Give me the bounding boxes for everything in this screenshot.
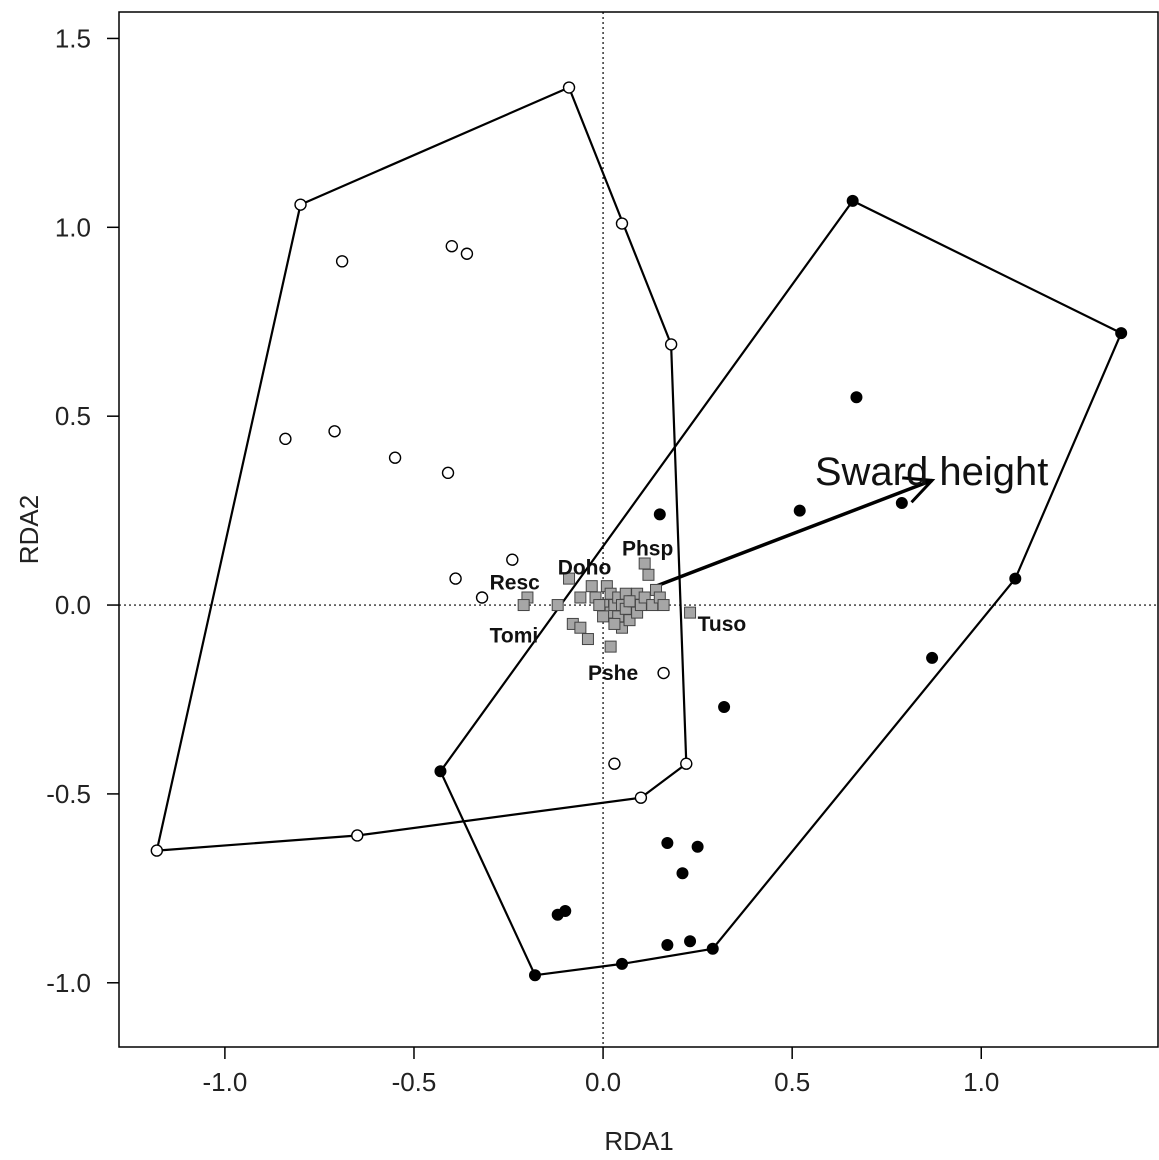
species-label-phsp: Phsp (622, 537, 673, 560)
filled-circle-point (926, 651, 939, 664)
filled-circle-point (1115, 327, 1128, 340)
open-circle-point (475, 591, 489, 604)
env-arrow-group: Sward height (655, 450, 1048, 588)
species-square-point (638, 591, 651, 604)
filled-circle-point (846, 194, 859, 207)
species-square-point (604, 640, 617, 653)
sample-points (150, 81, 1128, 982)
x-axis-label: RDA1 (604, 1126, 673, 1156)
species-label-resc: Resc (490, 571, 541, 594)
y-axis-ticks: -1.0 -0.5 0.0 0.5 1.0 1.5 (46, 23, 119, 998)
species-label-tuso: Tuso (698, 613, 747, 636)
y-tick-label: 1.5 (55, 23, 91, 53)
filled-circle-point (559, 905, 572, 918)
x-tick-label: 1.0 (963, 1067, 999, 1097)
open-circle-point (328, 425, 341, 438)
open-circle-point (449, 572, 462, 585)
open-circle-point (657, 666, 670, 680)
filled-circle-point (653, 508, 666, 521)
filled-circle-point (684, 935, 697, 948)
filled-circle-point (895, 497, 908, 510)
arrow-shaft (655, 478, 933, 588)
filled-circle-point (850, 391, 863, 404)
species-labels: Doho Phsp Resc Tomi Tuso Pshe (490, 537, 747, 685)
x-tick-label: 0.0 (585, 1067, 621, 1097)
open-circle-point (279, 432, 292, 446)
species-square-point (563, 572, 576, 585)
species-label-doho: Doho (558, 556, 612, 579)
species-square-point (642, 568, 655, 581)
open-circle-point (664, 338, 678, 351)
species-square-point (657, 599, 670, 612)
species-square-point (593, 599, 606, 612)
open-circle-point (506, 553, 519, 566)
x-tick-label: -1.0 (202, 1067, 247, 1097)
plot-frame (118, 11, 1159, 1048)
open-circle-point (294, 198, 307, 211)
open-circle-point (608, 757, 621, 770)
filled-circle-point (615, 957, 628, 970)
open-circle-point (351, 829, 364, 842)
y-tick-label: 1.0 (55, 212, 91, 242)
arrow-head (902, 476, 936, 504)
species-label-tomi: Tomi (490, 624, 539, 647)
species-square-point (574, 591, 587, 604)
filled-circle-point (661, 939, 674, 952)
open-circle-point (634, 791, 648, 804)
open-circle-point (150, 844, 164, 857)
x-tick-label: -0.5 (392, 1067, 437, 1097)
x-axis-ticks: -1.0 -0.5 0.0 0.5 1.0 (202, 1047, 999, 1097)
species-square-point (684, 606, 697, 619)
species-square-point (581, 633, 594, 646)
species-square-point (517, 599, 530, 612)
open-circle-point (460, 247, 474, 260)
zero-reference-lines (119, 12, 1159, 1047)
filled-circle-point (676, 867, 689, 880)
open-circle-point (335, 255, 349, 268)
filled-circle-point (434, 765, 447, 778)
hull-filled-circle (439, 199, 1123, 977)
open-circle-point (680, 757, 693, 770)
species-label-pshe: Pshe (588, 662, 638, 685)
species-square-point (608, 617, 621, 630)
open-circle-point (445, 239, 458, 253)
filled-circle-point (661, 837, 674, 850)
filled-circle-point (706, 942, 719, 955)
species-square-point (623, 595, 636, 608)
open-circle-point (441, 466, 455, 480)
y-axis-label: RDA2 (14, 495, 44, 564)
y-tick-label: -0.5 (46, 779, 91, 809)
filled-circle-point (529, 969, 541, 982)
open-circle-point (562, 81, 576, 94)
hull-open-circle (155, 86, 688, 852)
filled-circle-point (718, 701, 731, 714)
species-square-point (551, 599, 564, 612)
y-tick-label: 0.0 (55, 590, 91, 620)
species-square-point (574, 621, 587, 634)
convex-hulls (155, 86, 1123, 977)
y-tick-label: 0.5 (55, 401, 91, 431)
plot-border (118, 11, 1159, 1048)
species-square-point (585, 580, 598, 593)
arrow-label: Sward height (815, 450, 1048, 494)
species-square-point (597, 610, 610, 623)
y-tick-label: -1.0 (46, 968, 91, 998)
filled-circle-point (1009, 572, 1022, 585)
filled-circle-point (793, 504, 806, 517)
species-square-point (623, 614, 636, 627)
open-circle-point (615, 217, 629, 230)
open-circle-point (388, 451, 402, 464)
x-tick-label: 0.5 (774, 1067, 810, 1097)
filled-circle-point (691, 840, 704, 853)
